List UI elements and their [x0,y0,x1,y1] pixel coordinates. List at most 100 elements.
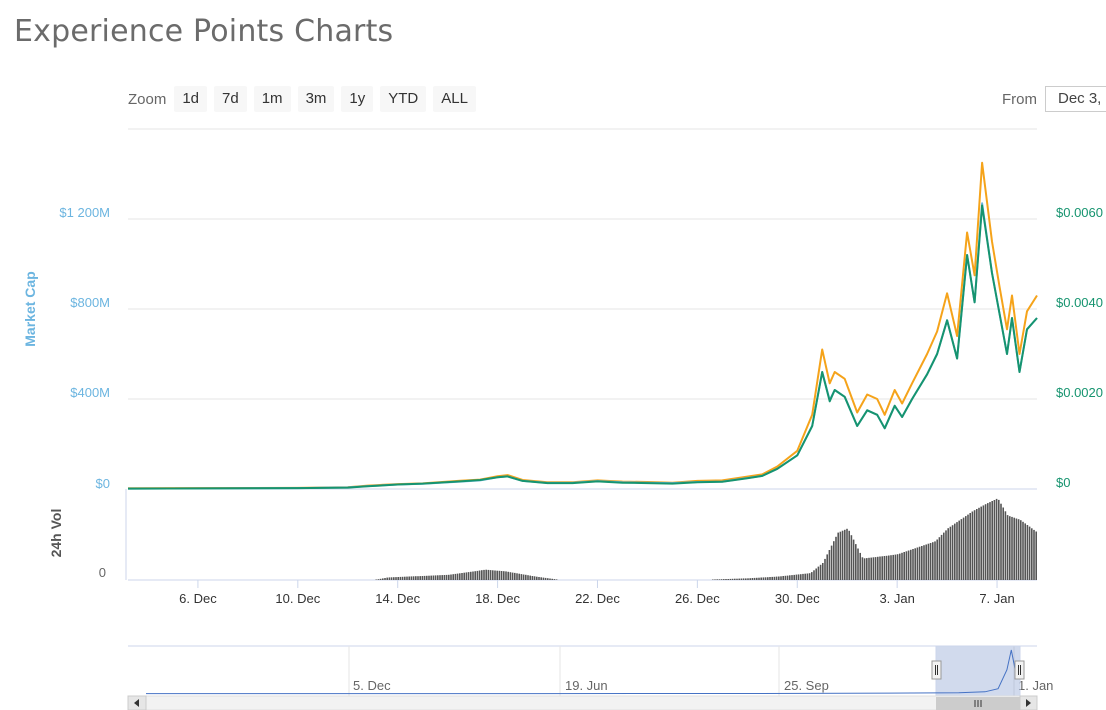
volume-bar [859,552,861,580]
volume-bar [529,575,531,580]
volume-bar [472,571,474,580]
volume-bar [729,578,732,580]
volume-bar [401,576,404,580]
volume-bar [938,537,941,580]
left-axis-tick: $1 200M [59,205,110,220]
volume-bar [489,570,492,580]
volume-bar [461,573,463,580]
volume-bar [734,578,736,580]
volume-bar [916,547,919,580]
volume-axis-title: 24h Vol [48,509,64,558]
volume-bar [1031,528,1033,580]
from-date-input[interactable]: Dec 3, 2017 [1045,86,1106,112]
volume-bar [815,568,817,580]
volume-bar [397,577,399,580]
volume-bar [991,501,993,580]
volume-bar [384,578,386,580]
volume-bar [745,578,747,580]
volume-bar [1035,531,1037,580]
volume-bar [1015,518,1018,580]
left-axis-tick: $0 [96,476,110,491]
volume-bar [978,507,980,580]
navigator-series [146,649,1021,695]
volume-bar [771,576,773,580]
scrollbar[interactable] [127,695,1038,710]
volume-bar [426,575,428,580]
volume-bar [434,575,437,580]
navigator-label: 19. Jun [565,678,608,693]
right-axis-tick: $0 [1056,475,1070,490]
volume-bar [736,578,738,580]
volume-bar [932,542,934,580]
volume-bar [500,571,503,580]
volume-bar [522,574,525,580]
x-axis-tick-label: 22. Dec [575,591,620,606]
volume-bar [945,530,947,580]
zoom-button-all[interactable]: ALL [433,86,476,112]
volume-bar [861,557,864,580]
handle-left-box[interactable] [931,660,942,680]
volume-bar [967,514,969,580]
zoom-button-3m[interactable]: 3m [297,86,335,112]
volume-bar [951,525,954,580]
volume-bar [505,571,507,580]
volume-bar [826,554,828,580]
zoom-button-1y[interactable]: 1y [341,86,374,112]
zoom-button-1d[interactable]: 1d [174,86,208,112]
volume-bar [868,557,870,580]
gridlines [128,128,1037,490]
volume-bar [918,546,921,580]
volume-bar [386,577,388,580]
volume-bar [714,579,716,580]
volume-bar [445,574,448,580]
navigator-label: 25. Sep [784,678,829,693]
date-range-from: From Dec 3, 2017 [1002,86,1106,112]
navigator-handle-left[interactable] [931,660,942,680]
volume-bar [936,539,938,580]
volume-bar [764,577,767,580]
volume-bar [437,575,439,580]
zoom-button-ytd[interactable]: YTD [380,86,427,112]
volume-bar [454,573,457,580]
volume-bar [784,575,787,580]
zoom-button-7d[interactable]: 7d [214,86,247,112]
volume-bar [965,516,967,580]
volume-bar [463,572,465,580]
volume-bar [846,528,848,580]
volume-bar [1017,519,1020,580]
volume-bar [536,576,538,580]
handle-right-box[interactable] [1014,660,1025,680]
volume-bar [1033,529,1035,580]
left-axis-tick: $400M [70,385,110,400]
volume-bar [811,572,813,580]
navigator[interactable]: 5. Dec 19. Jun 25. Sep 1. Jan [128,645,1053,697]
scrollbar-track[interactable] [127,695,1038,710]
volume-bar [793,574,795,580]
volume-bar [879,556,881,580]
volume-bar [962,517,965,580]
volume-bar [1022,521,1024,580]
volume-bar [888,555,890,580]
page-title: Experience Points Charts [14,14,394,49]
zoom-button-1m[interactable]: 1m [253,86,291,112]
volume-bar [507,571,509,580]
volume-bar [1020,520,1022,580]
volume-bar [404,576,406,580]
navigator-handle-right[interactable] [1014,660,1025,680]
volume-bars [375,498,1037,580]
x-axis-tick-label: 30. Dec [775,591,820,606]
volume-bar [896,554,899,580]
volume-bar [973,510,976,580]
volume-bar [716,579,718,580]
navigator-selection[interactable] [935,645,1021,697]
volume-bar [892,554,894,580]
volume-bar [982,505,985,580]
volume-bar [866,558,868,580]
volume-bar [921,546,923,580]
volume-bar [756,577,758,580]
volume-bar [819,564,822,580]
navigator-label: 5. Dec [353,678,391,693]
volume-bar [1026,525,1029,580]
volume-bar [870,557,872,580]
